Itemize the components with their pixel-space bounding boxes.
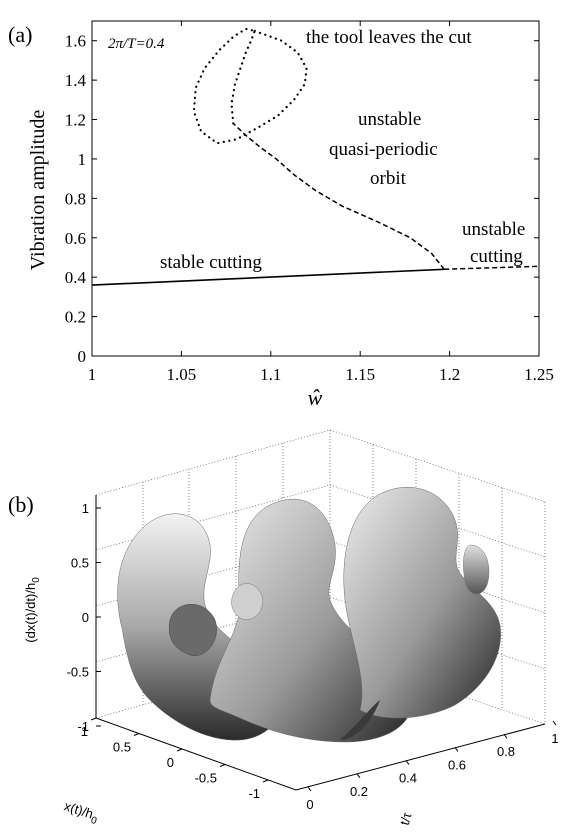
x3d-tick-label: -1 — [248, 786, 260, 801]
y3d-tick-label: 0.4 — [399, 771, 417, 786]
y3d-tick-label: 0.2 — [350, 784, 368, 799]
x3d-tick-mark — [133, 733, 140, 736]
x3d-tick-mark — [90, 717, 97, 721]
y-tick-label: 1.6 — [65, 32, 86, 51]
x-ticks-b: 1 0.5 0 -0.5 -1 — [81, 717, 269, 801]
annotation-unstable-1: unstable — [462, 219, 525, 240]
box-axes — [95, 495, 546, 791]
x3d-tick-mark — [176, 748, 183, 752]
panel-label-a: (a) — [8, 22, 32, 47]
y3d-tick-mark — [405, 760, 410, 765]
y-tick-label: 0.2 — [65, 308, 86, 327]
x-axis-label-b: x(t)/h0 — [61, 798, 101, 827]
z-axis-label-sub: 0 — [31, 577, 42, 583]
x-tick-label: 1.25 — [524, 365, 554, 384]
tube-surface — [117, 487, 501, 743]
y-tick-label: 1.4 — [65, 71, 87, 90]
x3d-tick-label: 0.5 — [113, 740, 131, 755]
z-axis-label-main: (dx(t)/dt)/h — [23, 583, 38, 643]
annotation-qp-3: orbit — [370, 168, 407, 189]
z-axis-label-b: (dx(t)/dt)/h0 — [23, 577, 42, 643]
annotation-qp-1: unstable — [358, 109, 421, 130]
y-tick-label: 0.4 — [65, 268, 87, 287]
panel-a: (a) 1 1.05 1.1 1.15 1.2 1.25 0 0.2 0.4 0.6 0.8 1 1.… — [8, 20, 554, 410]
series-line-solid-0 — [91, 268, 445, 286]
y-tick-label: 1 — [78, 150, 87, 169]
y3d-tick-label: 0.6 — [448, 757, 466, 772]
z-ticks-b: 1 0.5 0 -0.5 -1 — [67, 501, 101, 734]
x3d-tick-label: -0.5 — [195, 771, 217, 786]
annotation-unstable-2: cutting — [470, 246, 523, 267]
z-tick-label: -1 — [77, 719, 89, 734]
y-ticks-a: 0 0.2 0.4 0.6 0.8 1 1.2 1.4 1.6 — [65, 32, 539, 366]
y-axis-label-b: t/τ — [397, 810, 415, 827]
series-group-a — [91, 27, 540, 286]
y3d-tick-mark — [356, 773, 361, 779]
annotation-stable: stable cutting — [160, 252, 262, 273]
y3d-tick-mark — [552, 720, 557, 726]
x-tick-label: 1.15 — [345, 365, 375, 384]
annotation-qp-2: quasi-periodic — [329, 139, 438, 160]
x-ticks-a: 1 1.05 1.1 1.15 1.2 1.25 — [88, 21, 554, 384]
x3d-tick-mark — [262, 779, 269, 783]
z-tick-label: 0.5 — [71, 556, 89, 571]
annotation-tool-leaves: the tool leaves the cut — [306, 27, 472, 48]
y3d-tick-mark — [307, 786, 312, 792]
y3d-tick-label: 1 — [551, 731, 558, 746]
series-line-dashed-2 — [232, 122, 445, 270]
y3d-tick-label: 0 — [306, 797, 313, 812]
z-tick-label: -0.5 — [67, 665, 89, 680]
x-tick-label: 1.2 — [439, 365, 460, 384]
y-tick-label: 0.6 — [65, 229, 86, 248]
y-tick-label: 1.2 — [65, 111, 86, 130]
x-tick-label: 1.1 — [260, 365, 281, 384]
series-line-dotted-3 — [230, 29, 256, 125]
panel-b: (b) — [8, 429, 559, 827]
x-tick-label: 1 — [88, 365, 97, 384]
y3d-tick-mark — [454, 747, 459, 752]
panel-label-b: (b) — [8, 492, 34, 517]
z-tick-label: 1 — [82, 501, 89, 516]
parameter-label: 2π/T=0.4 — [108, 36, 165, 52]
x-axis-label-a: ŵ — [308, 385, 323, 410]
x-tick-label: 1.05 — [167, 365, 197, 384]
y-ticks-b: 0 0.2 0.4 0.6 0.8 1 — [306, 720, 559, 812]
x3d-tick-label: 0 — [167, 755, 174, 770]
y3d-tick-label: 0.8 — [497, 744, 515, 759]
y-tick-label: 0.8 — [65, 189, 86, 208]
y-axis-label-a: Vibration amplitude — [27, 110, 49, 271]
x3d-tick-mark — [219, 764, 226, 767]
y3d-tick-mark — [503, 733, 508, 739]
x-axis-label-sub: 0 — [89, 815, 98, 827]
x-axis-label-main: x(t)/h — [62, 798, 95, 821]
y-tick-label: 0 — [78, 347, 87, 366]
series-line-dotted-4 — [192, 27, 308, 145]
x3d-tick-label: 1 — [81, 724, 88, 739]
plot-area-a — [91, 20, 540, 357]
z-tick-label: 0 — [82, 610, 89, 625]
